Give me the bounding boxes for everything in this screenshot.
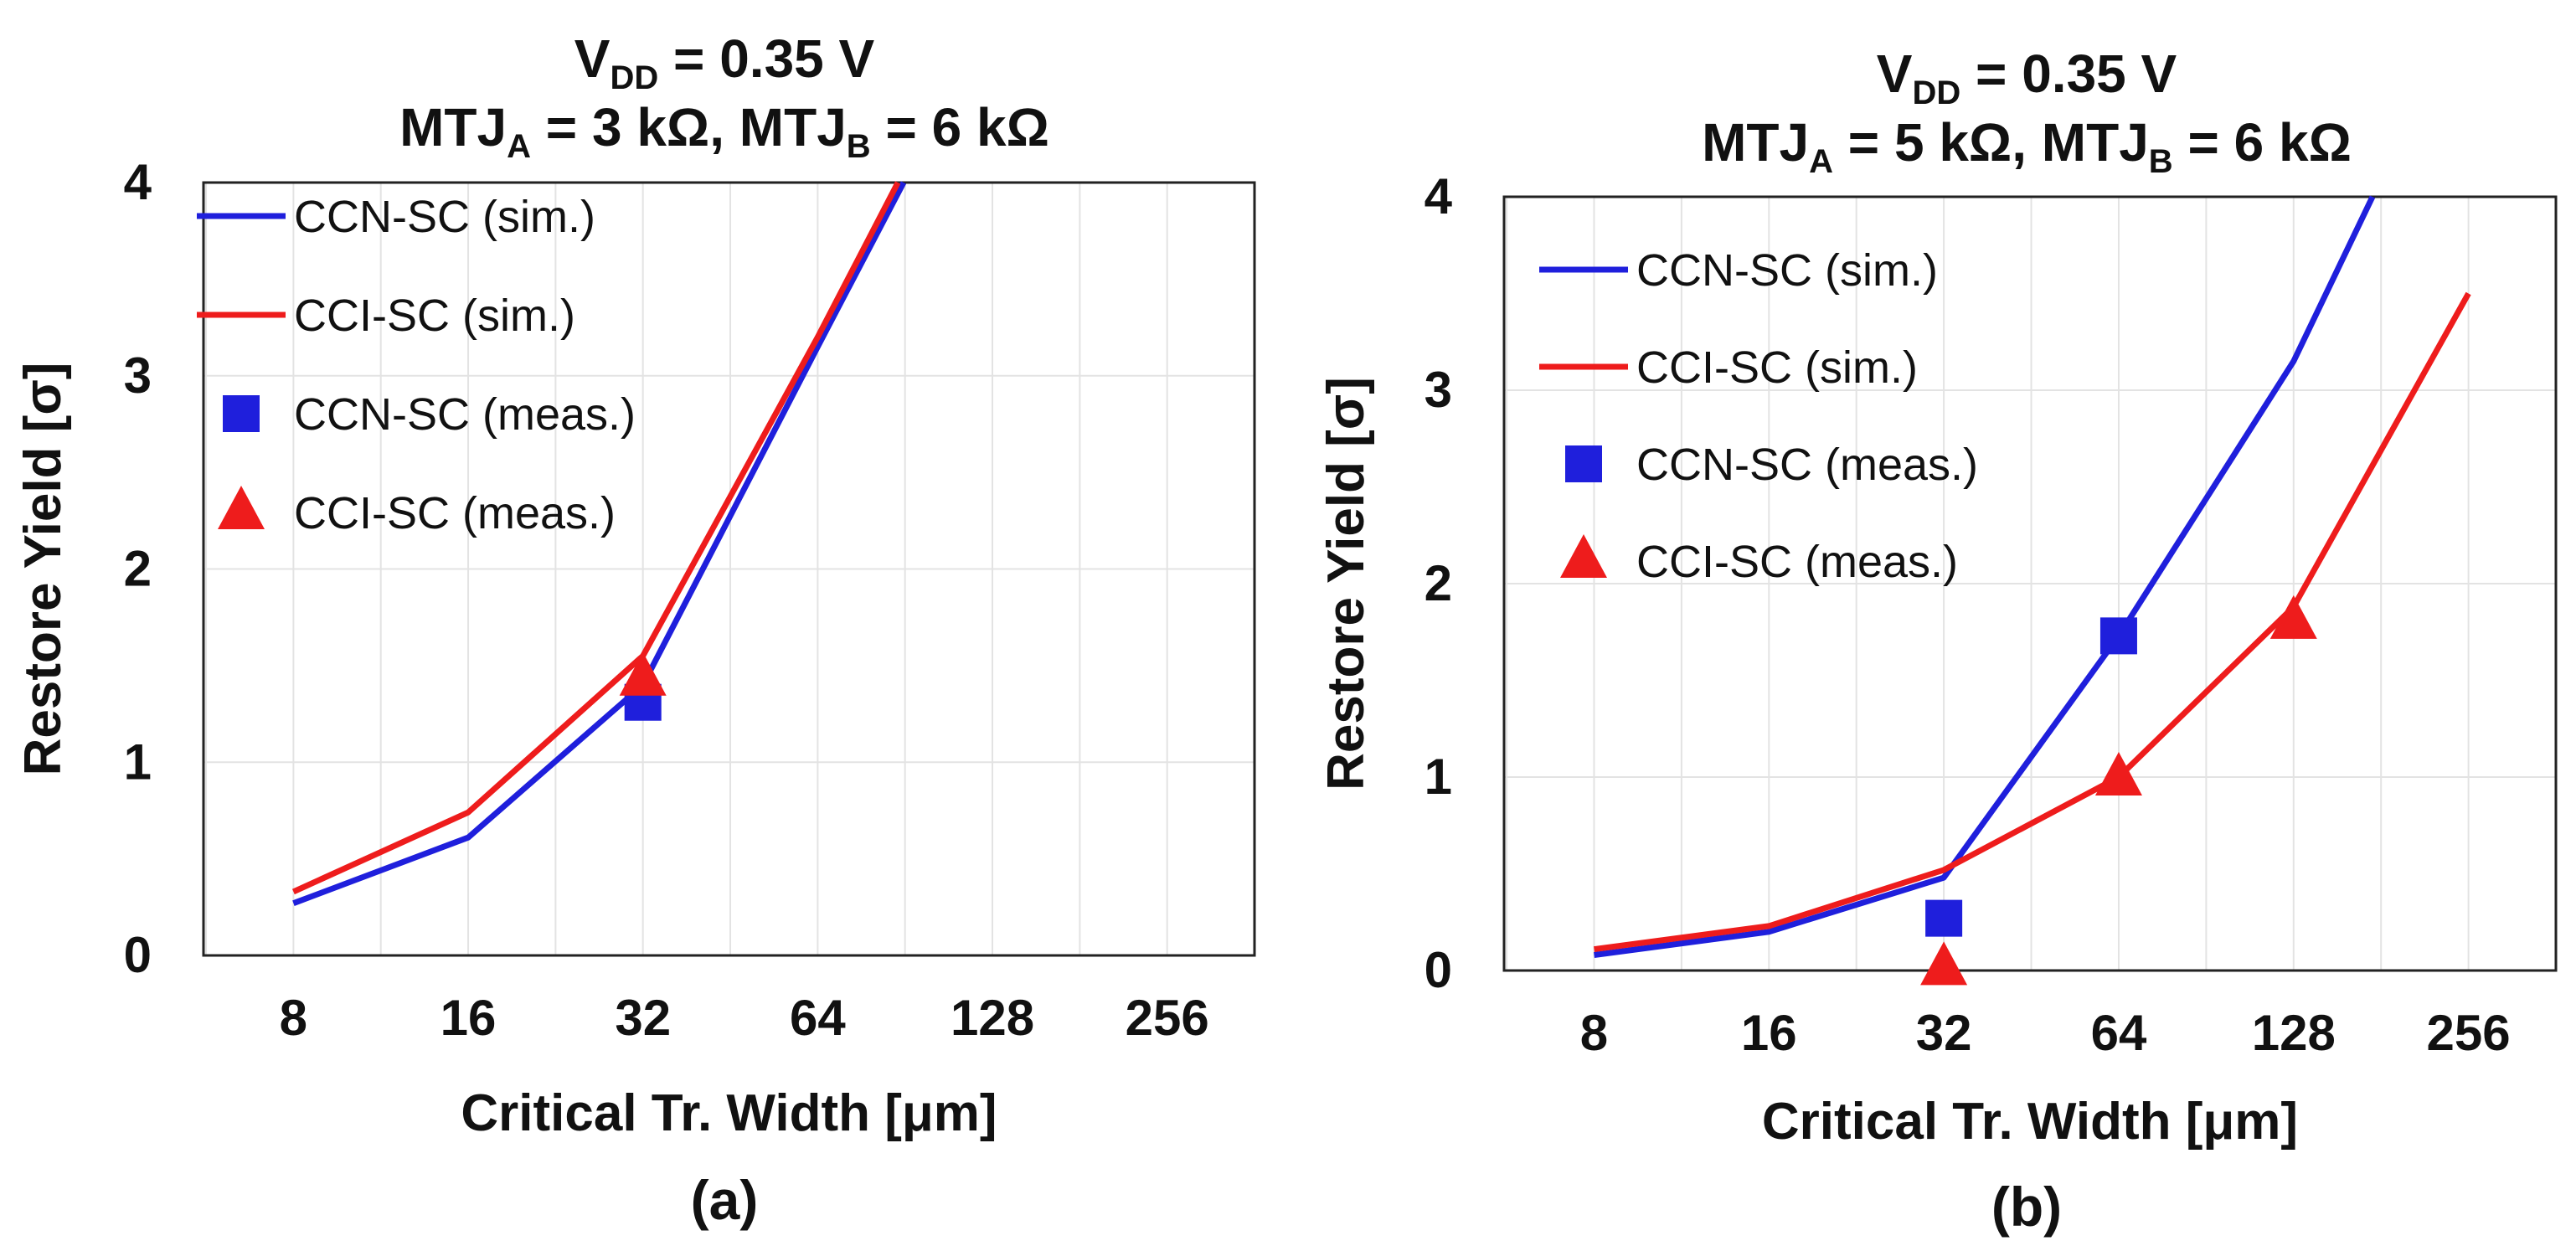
x-axis-label: Critical Tr. Width [μm] <box>1762 1093 2298 1151</box>
title-text: MTJ <box>739 97 847 157</box>
legend-item-ccn-sc-sim: CCN-SC (sim.) <box>197 192 595 242</box>
legend-item-ccn-sc-meas: CCN-SC (meas.) <box>1565 440 1978 490</box>
title-text: = 3 kΩ, <box>531 97 739 157</box>
data-point-cci-sc-meas <box>2094 752 2142 795</box>
legend-label: CCN-SC (sim.) <box>1636 245 1938 296</box>
data-point-cci-sc-meas <box>1920 941 1968 986</box>
legend-label: CCI-SC (sim.) <box>1636 342 1918 393</box>
series-line-ccn-sc-sim <box>1594 195 2376 958</box>
title-text: = 6 kΩ <box>871 97 1049 157</box>
plot-frame <box>202 181 1256 957</box>
data-point-cci-sc-meas <box>619 651 667 696</box>
x-tick-label: 8 <box>1580 1005 1608 1061</box>
x-tick-label: 256 <box>1126 990 1209 1046</box>
y-tick-label: 0 <box>1425 942 1452 998</box>
chart-title-line-2: MTJA = 3 kΩ, MTJB = 6 kΩ <box>399 97 1049 165</box>
title-text: MTJ <box>1702 112 1809 172</box>
legend-label: CCN-SC (meas.) <box>294 389 636 440</box>
y-tick-label: 1 <box>1425 749 1452 805</box>
legend: CCN-SC (sim.) CCI-SC (sim.) CCN-SC (meas.)… <box>1539 245 1978 587</box>
legend-label: CCN-SC (sim.) <box>294 192 595 242</box>
title-text: V <box>1877 44 1913 104</box>
legend: CCN-SC (sim.) CCI-SC (sim.) CCN-SC (meas.)… <box>197 192 636 538</box>
x-tick-label: 32 <box>1916 1005 1972 1061</box>
x-tick-label: 64 <box>2091 1005 2147 1061</box>
title-text: = 5 kΩ, <box>1833 112 2042 172</box>
legend-item-ccn-sc-meas: CCN-SC (meas.) <box>223 389 636 440</box>
series-line-cci-sc-sim <box>1594 291 2471 953</box>
legend-square-marker <box>223 395 260 432</box>
data-point-ccn-sc-meas <box>2099 617 2137 655</box>
title-text: = 6 kΩ <box>2173 112 2352 172</box>
y-tick-label: 4 <box>124 154 152 210</box>
x-axis-label: Critical Tr. Width [μm] <box>461 1084 997 1142</box>
plot-frame <box>1502 195 2558 972</box>
legend-label: CCI-SC (meas.) <box>294 488 616 538</box>
x-tick-label: 256 <box>2427 1005 2511 1061</box>
legend-square-marker <box>1565 445 1602 482</box>
title-subscript: B <box>2149 143 2173 180</box>
legend-triangle-marker <box>1560 534 1607 578</box>
legend-item-cci-sc-sim: CCI-SC (sim.) <box>1539 342 1918 393</box>
title-subscript: DD <box>610 59 658 96</box>
legend-label: CCN-SC (meas.) <box>1636 440 1978 490</box>
x-tick-label: 64 <box>790 990 846 1046</box>
y-tick-label: 3 <box>1425 362 1452 418</box>
y-axis-label: Restore Yield [σ] <box>14 363 72 776</box>
y-tick-label: 2 <box>1425 555 1452 611</box>
title-subscript: A <box>507 128 531 165</box>
x-tick-label: 32 <box>615 990 671 1046</box>
legend-item-cci-sc-meas: CCI-SC (meas.) <box>218 486 616 538</box>
legend-triangle-marker <box>218 486 265 529</box>
legend-item-cci-sc-meas: CCI-SC (meas.) <box>1560 534 1958 587</box>
legend-label: CCI-SC (meas.) <box>1636 537 1958 587</box>
title-text: = 0.35 V <box>1960 44 2177 104</box>
title-subscript: A <box>1809 143 1833 180</box>
panel-caption: (b) <box>1991 1176 2062 1238</box>
chart-panel-b: 0 1 2 3 4 8 16 32 64 128 256 Critical Tr. Width [μm… <box>1317 44 2558 1238</box>
legend-label: CCI-SC (sim.) <box>294 291 575 341</box>
chart-title-line-1: VDD = 0.35 V <box>574 28 875 96</box>
legend-item-ccn-sc-sim: CCN-SC (sim.) <box>1539 245 1938 296</box>
title-text: MTJ <box>399 97 507 157</box>
y-tick-label: 0 <box>124 927 152 983</box>
chart-panel-a: 0 1 2 3 4 8 16 32 64 128 256 Critical Tr. Width [μm… <box>14 28 1256 1231</box>
x-tick-label: 128 <box>2252 1005 2336 1061</box>
x-tick-label: 16 <box>1741 1005 1797 1061</box>
title-text: MTJ <box>2042 112 2149 172</box>
x-tick-label: 128 <box>951 990 1034 1046</box>
title-text: V <box>574 28 611 89</box>
y-tick-label: 2 <box>124 541 152 597</box>
y-tick-label: 3 <box>124 348 152 404</box>
x-tick-label: 16 <box>440 990 497 1046</box>
x-tick-label: 8 <box>280 990 307 1046</box>
chart-title-line-1: VDD = 0.35 V <box>1877 44 2177 111</box>
title-subscript: B <box>847 128 871 165</box>
data-point-ccn-sc-meas <box>1925 899 1963 937</box>
title-subscript: DD <box>1912 75 1960 111</box>
y-tick-label: 4 <box>1425 168 1453 224</box>
y-axis-label: Restore Yield [σ] <box>1317 377 1375 790</box>
data-point-cci-sc-meas <box>2269 595 2317 639</box>
title-text: = 0.35 V <box>658 28 874 89</box>
panel-caption: (a) <box>691 1169 759 1231</box>
y-tick-label: 1 <box>124 734 152 790</box>
legend-item-cci-sc-sim: CCI-SC (sim.) <box>197 291 575 341</box>
chart-title-line-2: MTJA = 5 kΩ, MTJB = 6 kΩ <box>1702 112 2352 180</box>
